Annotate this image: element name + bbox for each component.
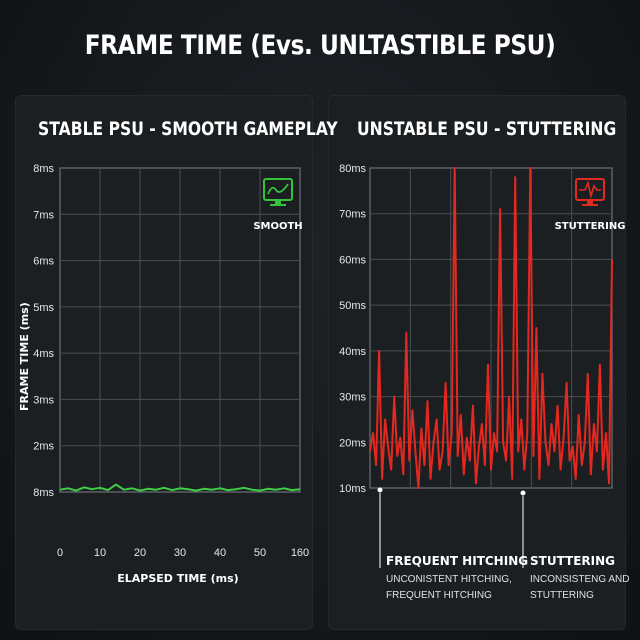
unstable-y-tick-label: 60ms [339, 254, 366, 266]
stable-x-tick-label: 40 [214, 547, 226, 559]
stable-x-tick-label: 20 [134, 547, 146, 559]
stable-chart-grid [59, 167, 301, 493]
unstable-y-ticks: 10ms 20ms 30ms 40ms 50ms 60ms 70ms 80ms [339, 163, 366, 495]
monitor-smooth-icon [263, 178, 293, 206]
hitching-annotation-line1: UNCONISTENT HITCHING, [386, 574, 512, 585]
unstable-series [369, 167, 613, 489]
stuttering-badge-label: STUTTERING [555, 221, 626, 232]
stuttering-annotation-line1: INCONSISTENG AND [530, 574, 629, 585]
stable-x-tick-label: 0 [57, 547, 63, 559]
unstable-y-tick-label: 30ms [339, 392, 366, 404]
stable-chart-title: STABLE PSU - SMOOTH GAMEPLAY [38, 118, 338, 140]
stable-frame-time-line [59, 483, 301, 492]
stable-y-tick-label: 8ms [33, 487, 54, 499]
hitching-annotation-line2: FREQUENT HITCHING [386, 590, 492, 601]
unstable-chart-title: UNSTABLE PSU - STUTTERING [357, 118, 617, 140]
x-axis-label: ELAPSED TIME (ms) [117, 572, 238, 585]
stable-y-tick-label: 5ms [33, 302, 54, 314]
smooth-badge-label: SMOOTH [253, 221, 302, 232]
stable-y-tick-label: 6ms [33, 256, 54, 268]
stable-x-tick-label: 30 [174, 547, 186, 559]
unstable-y-tick-label: 10ms [339, 483, 366, 495]
unstable-frame-time-line [369, 167, 613, 489]
hitching-annotation-title: FREQUENT HITCHING [386, 554, 528, 568]
unstable-y-tick-label: 50ms [339, 300, 366, 312]
stable-y-tick-label: 4ms [33, 348, 54, 360]
stable-y-tick-label: 2ms [33, 441, 54, 453]
unstable-y-tick-label: 40ms [339, 346, 366, 358]
stable-series [59, 483, 301, 492]
stable-x-tick-label: 10 [94, 547, 106, 559]
stable-x-tick-label: 160 [291, 547, 309, 559]
stable-x-ticks: 0 10 20 30 40 50 160 [57, 547, 309, 559]
y-axis-label: FRAME TIME (ms) [18, 302, 31, 411]
stable-x-tick-label: 50 [254, 547, 266, 559]
stable-y-ticks: 8ms 2ms 3ms 4ms 5ms 6ms 7ms 8ms [33, 163, 54, 499]
unstable-y-tick-label: 70ms [339, 209, 366, 221]
monitor-stutter-icon [575, 178, 605, 206]
stable-y-tick-label: 7ms [33, 209, 54, 221]
unstable-y-tick-label: 20ms [339, 437, 366, 449]
annotation-stuttering: STUTTERING INCONSISTENG AND STUTTERING [520, 490, 629, 601]
annotation-hitching: FREQUENT HITCHING UNCONISTENT HITCHING, … [377, 487, 528, 601]
unstable-y-tick-label: 80ms [339, 163, 366, 175]
stable-y-tick-label: 8ms [33, 163, 54, 175]
stuttering-annotation-title: STUTTERING [530, 554, 615, 568]
stable-y-tick-label: 3ms [33, 394, 54, 406]
stuttering-annotation-line2: STUTTERING [530, 590, 594, 601]
page-title: FRAME TIME (Evs. UNLTASTIBLE PSU) [84, 30, 556, 61]
